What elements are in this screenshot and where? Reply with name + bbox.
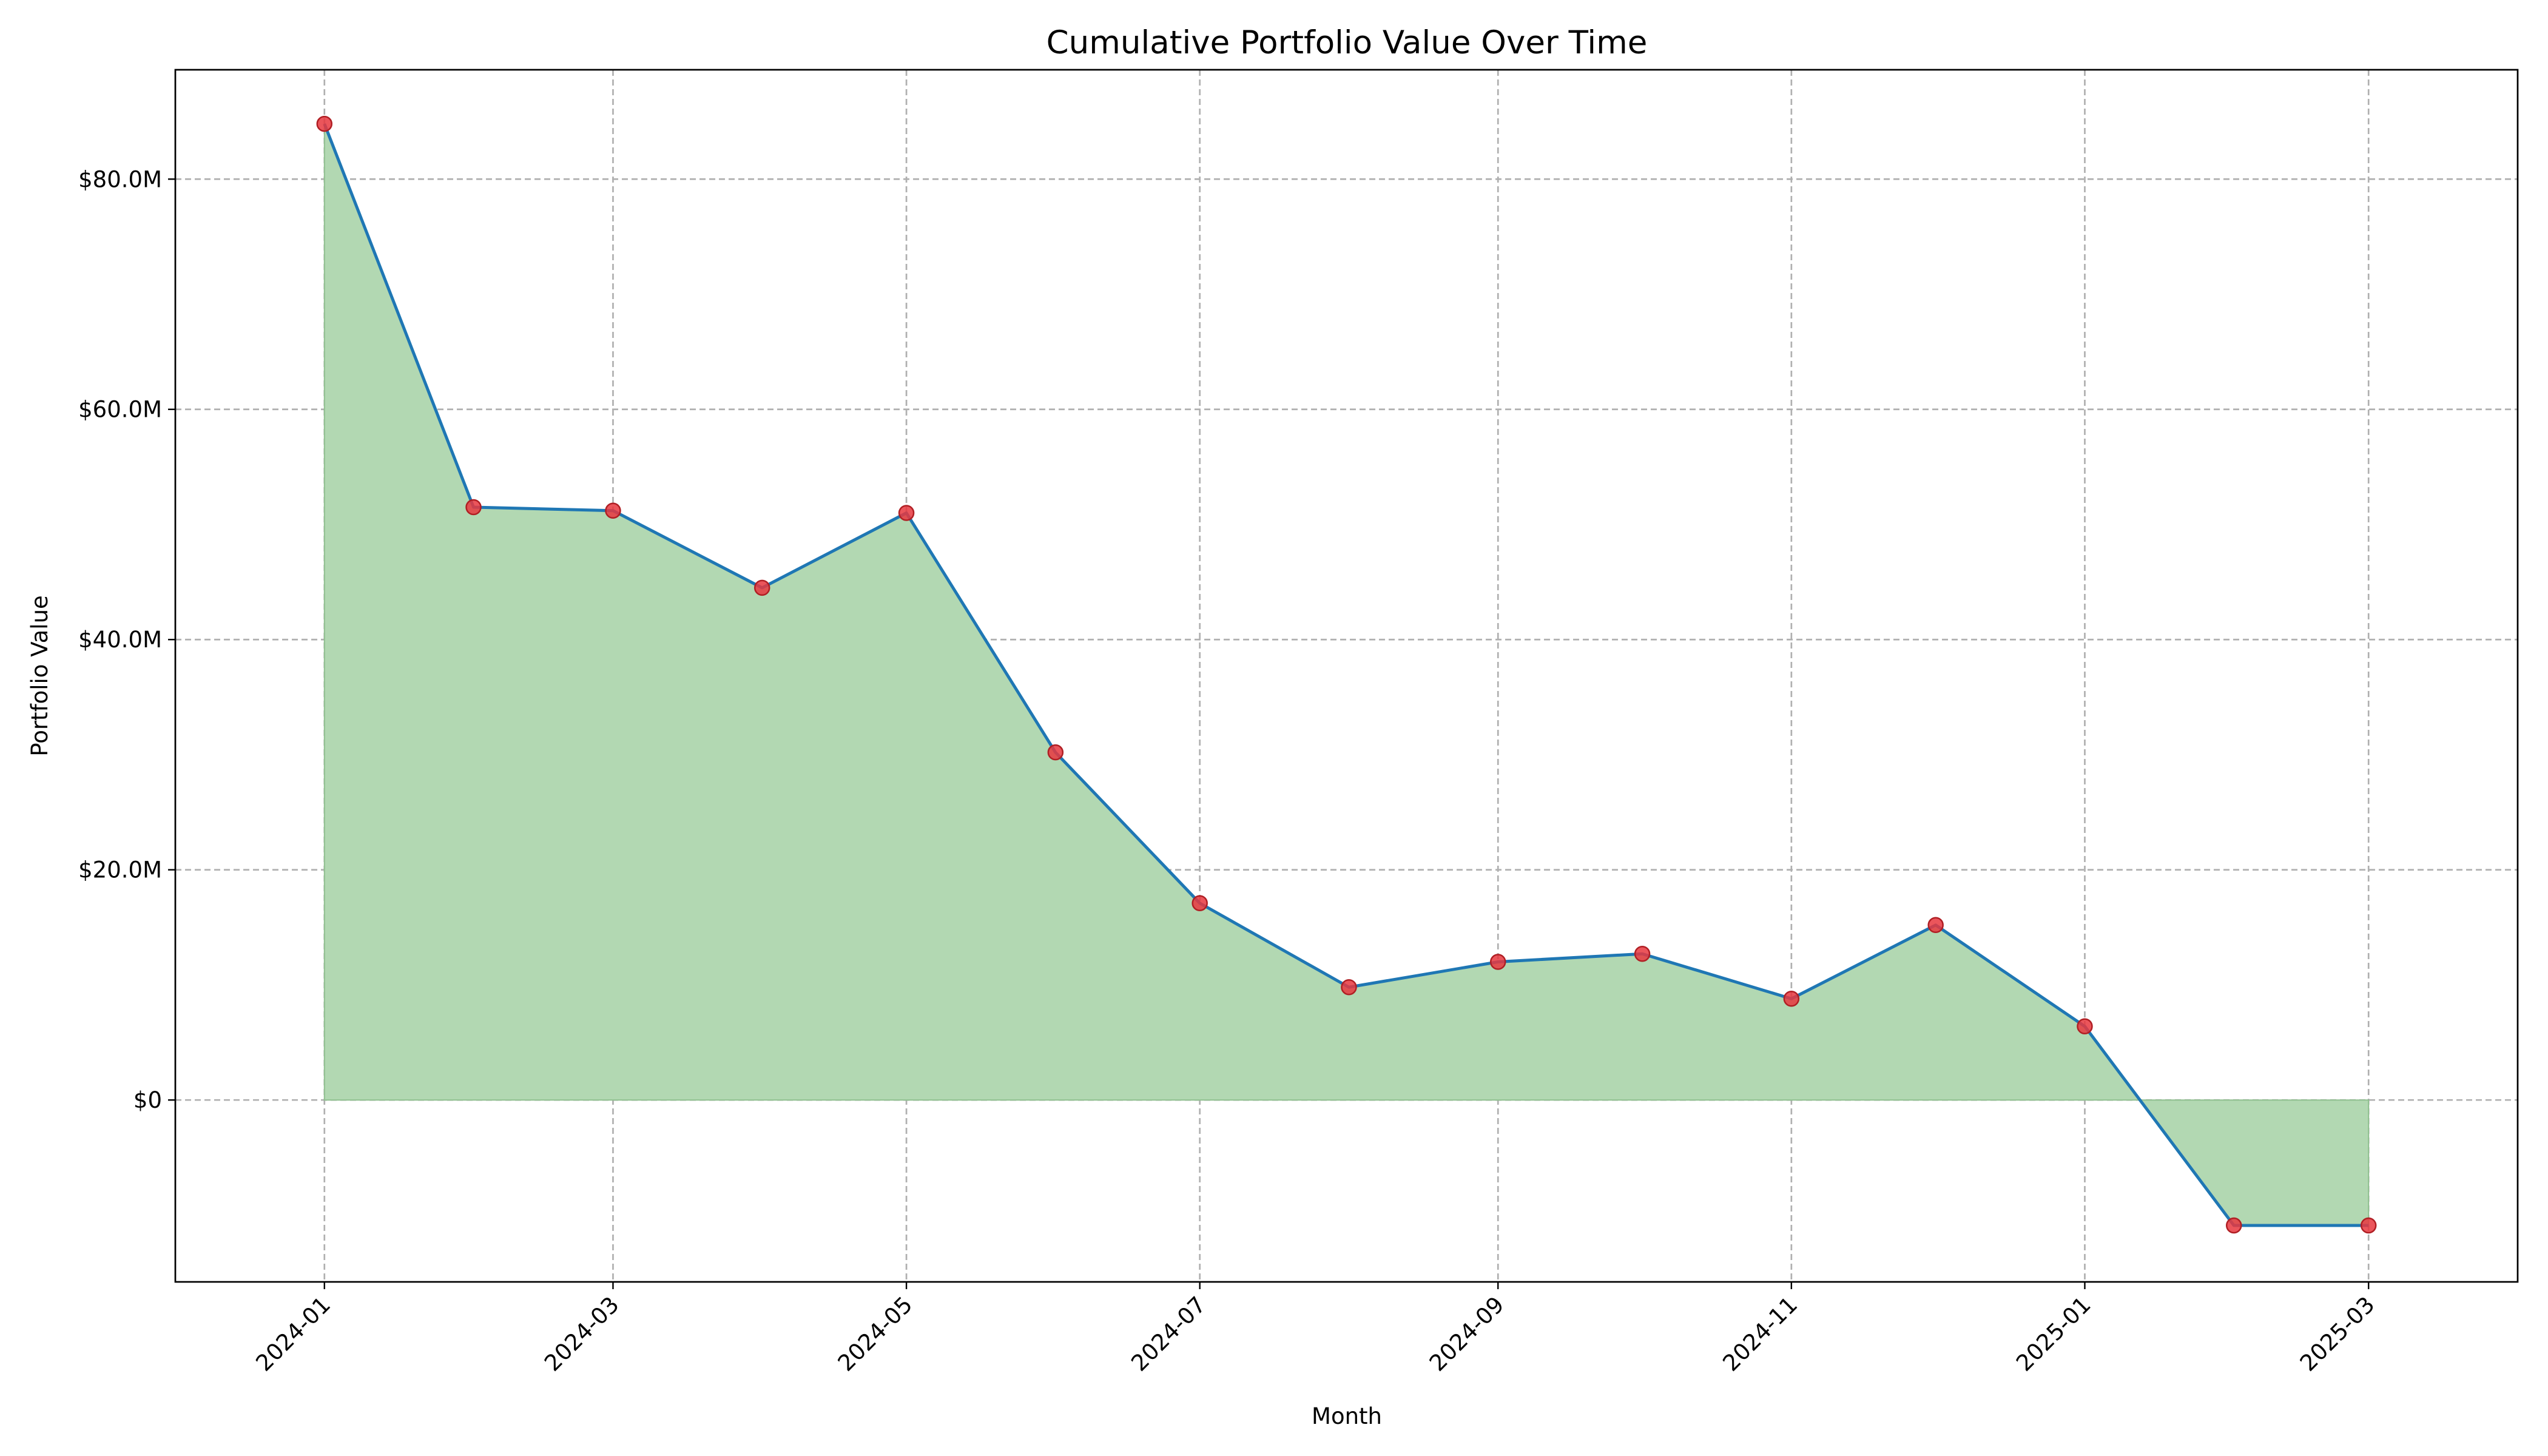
data-markers [316,115,2377,1234]
y-axis-title: Portfolio Value [27,595,53,757]
data-point-marker [2225,1217,2242,1234]
data-point-marker [1927,917,1944,934]
data-point-marker [2077,1018,2093,1035]
plot-frame [174,69,2519,1283]
data-point-marker [1047,744,1064,761]
data-point-marker [465,499,482,516]
data-point-marker [753,579,770,596]
data-point-marker [1341,979,1357,996]
data-point-marker [898,505,915,521]
x-axis-title: Month [1312,1403,1382,1429]
data-point-marker [1783,990,1800,1007]
y-tick-label: $20.0M [78,857,162,883]
data-point-marker [1634,945,1651,962]
data-point-marker [605,502,621,519]
data-point-marker [2360,1217,2377,1234]
data-point-marker [1191,895,1208,911]
data-point-marker [316,115,333,132]
y-axis-ticks: $0 $20.0M $40.0M $60.0M $80.0M [78,166,175,1113]
y-tick-label: $0 [133,1087,162,1113]
y-tick-label: $40.0M [78,627,162,653]
chart-title: Cumulative Portfolio Value Over Time [1046,24,1648,61]
y-tick-label: $60.0M [78,397,162,423]
data-point-marker [1489,954,1506,970]
y-tick-label: $80.0M [78,166,162,192]
